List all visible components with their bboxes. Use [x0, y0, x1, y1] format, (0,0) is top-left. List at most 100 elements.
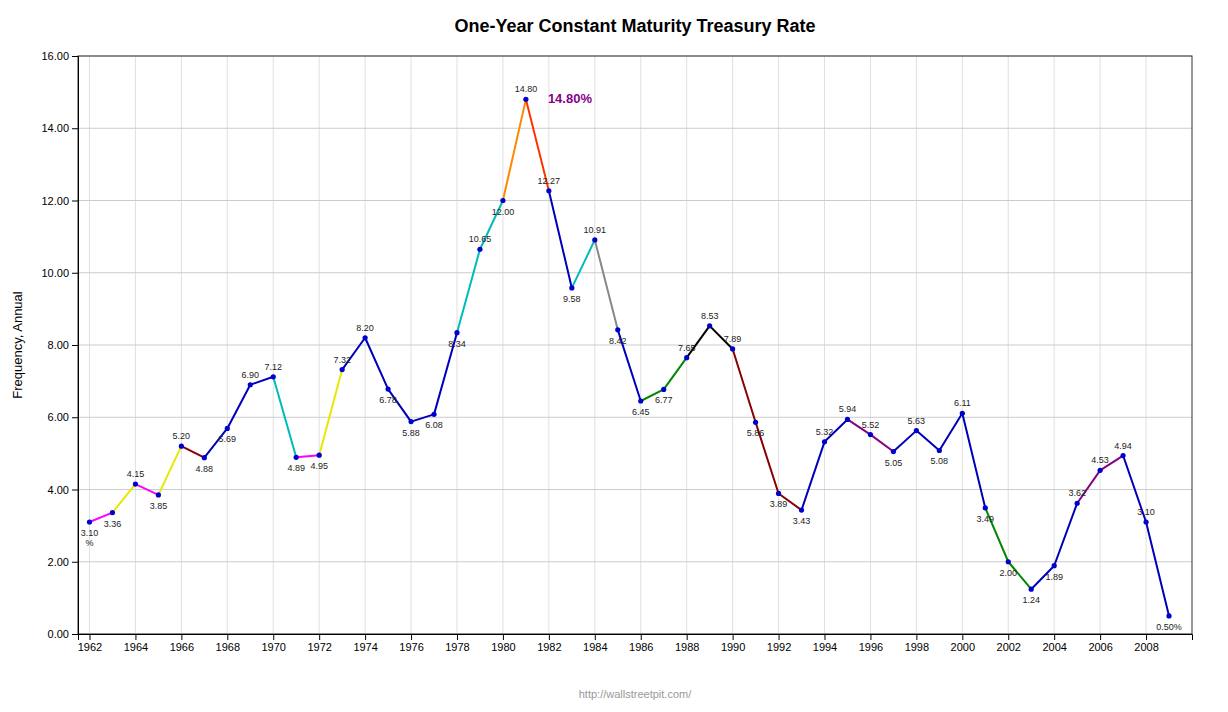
data-label: 3.10%	[81, 528, 99, 548]
x-tick: 2002	[997, 634, 1021, 653]
line-segment	[962, 413, 985, 508]
x-tick-label: 1970	[261, 641, 285, 653]
line-segment	[595, 240, 618, 330]
x-tick-mark	[733, 634, 734, 640]
line-segment	[227, 385, 250, 429]
y-tick-label: 10.00	[41, 267, 69, 279]
x-tick-mark	[227, 634, 228, 640]
point	[454, 330, 459, 335]
plot: 1962196419661968197019721974197619781980…	[41, 50, 1192, 653]
x-tick-mark	[1146, 634, 1147, 640]
data-label-line: 4.95	[310, 461, 328, 471]
point	[431, 412, 436, 417]
line-segment	[388, 389, 411, 422]
point	[822, 439, 827, 444]
point	[1098, 468, 1103, 473]
point	[110, 510, 115, 515]
data-label: 3.89	[770, 499, 788, 509]
y-tick-mark	[72, 490, 78, 491]
x-tick-label: 1982	[537, 641, 561, 653]
line-segment	[802, 442, 825, 510]
x-tick-mark	[135, 634, 136, 640]
y-grid-line	[78, 272, 1192, 273]
data-label: 3.10	[1137, 507, 1155, 517]
x-tick: 2004	[1042, 634, 1066, 653]
marks	[87, 97, 1172, 619]
x-tick-mark	[273, 634, 274, 640]
data-label-line: 9.58	[563, 294, 581, 304]
point	[638, 398, 643, 403]
y-tick: 10.00	[41, 267, 78, 279]
y-axis-title: Frequency, Annual	[10, 291, 25, 399]
data-label-line: 7.32	[333, 355, 351, 365]
x-tick-mark	[319, 634, 320, 640]
point	[937, 448, 942, 453]
y-tick: 14.00	[41, 122, 78, 134]
line-segment	[365, 338, 388, 389]
x-tick-mark	[916, 634, 917, 640]
y-axis: 0.002.004.006.008.0010.0012.0014.0016.00	[41, 50, 78, 640]
x-tick: 1978	[445, 634, 469, 653]
point	[294, 455, 299, 460]
point	[868, 432, 873, 437]
x-tick: 2000	[951, 634, 975, 653]
point	[776, 491, 781, 496]
data-label: 5.94	[839, 404, 857, 414]
point	[960, 411, 965, 416]
data-label-line: 5.88	[402, 428, 420, 438]
x-tick-mark	[457, 634, 458, 640]
y-grid-line	[78, 345, 1192, 346]
x-tick: 1962	[78, 634, 102, 653]
data-label: 6.77	[655, 395, 673, 405]
data-label-line: 5.08	[931, 456, 949, 466]
x-tick: 1996	[859, 634, 883, 653]
y-grid-line	[78, 489, 1192, 490]
line-segment	[319, 370, 342, 456]
data-label: 8.42	[609, 336, 627, 346]
point	[477, 247, 482, 252]
x-tick-label: 1974	[353, 641, 377, 653]
data-label: 6.78	[379, 395, 397, 405]
data-label: 6.45	[632, 407, 650, 417]
y-grid-line	[78, 200, 1192, 201]
point	[133, 481, 138, 486]
data-label: 3.36	[104, 519, 122, 529]
y-tick-label: 8.00	[48, 339, 69, 351]
line-segment	[158, 446, 181, 495]
x-tick-label: 1986	[629, 641, 653, 653]
line-segment	[664, 358, 687, 390]
x-tick-mark	[641, 634, 642, 640]
data-label-line: 10.91	[584, 225, 607, 235]
y-tick-mark	[72, 345, 78, 346]
data-label-line: 3.89	[770, 499, 788, 509]
x-tick-label: 1984	[583, 641, 607, 653]
data-label-line: 14.80	[515, 84, 538, 94]
line-segment	[1077, 470, 1100, 503]
x-tick-label: 2004	[1042, 641, 1066, 653]
x-tick-label: 1992	[767, 641, 791, 653]
y-tick-mark	[72, 417, 78, 418]
data-label-line: 3.36	[104, 519, 122, 529]
data-label-line: 6.78	[379, 395, 397, 405]
data-label: 7.32	[333, 355, 351, 365]
x-tick: 1970	[261, 634, 285, 653]
data-label-line: %	[85, 538, 93, 548]
point	[684, 355, 689, 360]
data-label: 7.89	[724, 334, 742, 344]
data-label: 5.05	[885, 458, 903, 468]
plot-frame	[78, 56, 1192, 634]
point	[1075, 501, 1080, 506]
annotation: 14.80%	[548, 91, 593, 106]
watermark: http://wallstreetpit.com/	[579, 688, 692, 700]
data-label-line: 4.88	[196, 464, 214, 474]
y-tick-label: 12.00	[41, 195, 69, 207]
y-tick: 2.00	[48, 556, 78, 568]
chart: 1962196419661968197019721974197619781980…	[0, 0, 1228, 712]
data-label: 5.86	[747, 428, 765, 438]
x-tick: 1966	[170, 634, 194, 653]
x-tick-mark	[1054, 634, 1055, 640]
data-label: 7.12	[264, 362, 282, 372]
data-label-line: 5.63	[908, 416, 926, 426]
point	[983, 505, 988, 510]
x-tick: 1994	[813, 634, 837, 653]
